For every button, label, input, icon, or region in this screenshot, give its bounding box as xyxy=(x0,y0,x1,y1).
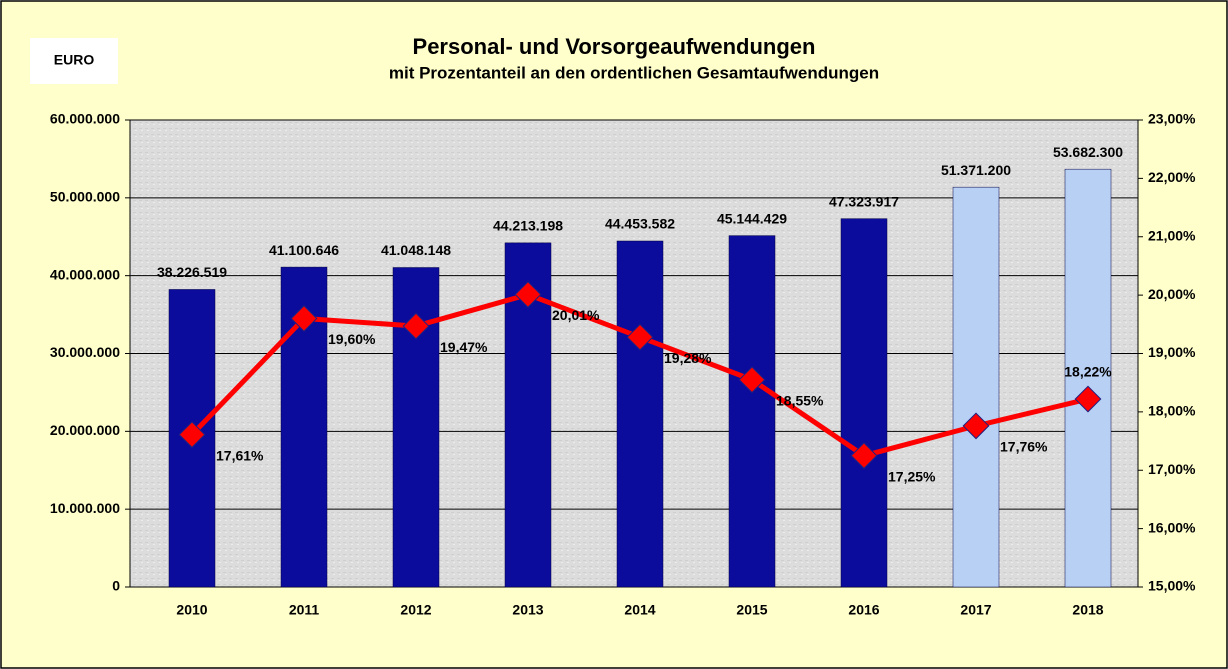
x-tick-label: 2013 xyxy=(512,602,543,618)
line-marker xyxy=(290,305,318,332)
y-tick-label: 30.000.000 xyxy=(50,344,120,360)
line-marker xyxy=(1074,385,1102,413)
y-tick-label: 20.000.000 xyxy=(50,422,120,438)
unit-label: EURO xyxy=(54,52,95,68)
line-value-label: 18,55% xyxy=(776,392,824,408)
line-value-label: 17,61% xyxy=(216,447,264,463)
bar-value-label: 41.100.646 xyxy=(269,242,339,258)
chart-subtitle: mit Prozentanteil an den ordentlichen Ge… xyxy=(389,63,879,82)
line-value-label: 19,47% xyxy=(440,339,488,355)
y2-tick-label: 22,00% xyxy=(1148,169,1196,185)
x-tick-label: 2017 xyxy=(960,602,991,618)
bar xyxy=(616,240,664,588)
x-tick-label: 2015 xyxy=(736,602,767,618)
line-marker xyxy=(178,421,206,449)
bar xyxy=(728,235,776,588)
line-value-label: 20,01% xyxy=(552,307,600,323)
line-marker xyxy=(514,281,542,308)
y-tick-label: 10.000.000 xyxy=(50,500,120,516)
bar-value-label: 45.144.429 xyxy=(717,210,787,226)
bar-value-label: 44.453.582 xyxy=(605,216,675,232)
x-tick-label: 2014 xyxy=(624,602,655,618)
bar-value-label: 41.048.148 xyxy=(381,242,451,258)
y2-tick-label: 19,00% xyxy=(1148,344,1196,360)
line-marker xyxy=(626,323,654,351)
bar-value-label: 53.682.300 xyxy=(1053,144,1123,160)
bar-value-label: 51.371.200 xyxy=(941,162,1011,178)
chart-title: Personal- und Vorsorgeaufwendungen xyxy=(413,34,816,59)
y-tick-label: 50.000.000 xyxy=(50,189,120,205)
bar-value-label: 47.323.917 xyxy=(829,193,899,209)
x-tick-label: 2011 xyxy=(289,602,320,618)
line-value-label: 19,60% xyxy=(328,331,376,347)
y2-tick-label: 15,00% xyxy=(1148,578,1196,594)
y2-tick-label: 18,00% xyxy=(1148,403,1196,419)
line-value-label: 18,22% xyxy=(1064,364,1112,380)
x-tick-label: 2018 xyxy=(1072,602,1103,618)
bar-value-label: 44.213.198 xyxy=(493,218,563,234)
line-value-label: 17,25% xyxy=(888,468,936,484)
y-tick-label: 60.000.000 xyxy=(50,111,120,127)
y2-tick-label: 23,00% xyxy=(1148,111,1196,127)
y2-tick-label: 16,00% xyxy=(1148,519,1196,535)
line-value-label: 17,76% xyxy=(1000,439,1048,455)
unit-box xyxy=(30,38,118,84)
y-tick-label: 0 xyxy=(112,578,120,594)
line-marker xyxy=(402,312,430,340)
y-tick-label: 40.000.000 xyxy=(50,266,120,282)
bar xyxy=(840,218,888,588)
bar-value-label: 38.226.519 xyxy=(157,264,227,280)
line-marker xyxy=(850,442,878,470)
y2-tick-label: 20,00% xyxy=(1148,286,1196,302)
y2-tick-label: 17,00% xyxy=(1148,461,1196,477)
line-marker xyxy=(738,366,766,394)
bar xyxy=(1064,168,1112,588)
x-tick-label: 2016 xyxy=(848,602,879,618)
x-tick-label: 2012 xyxy=(400,602,431,618)
bar xyxy=(952,186,1000,588)
line-value-label: 19,28% xyxy=(664,350,712,366)
y2-tick-label: 21,00% xyxy=(1148,227,1196,243)
line-marker xyxy=(962,412,990,440)
x-tick-label: 2010 xyxy=(176,602,207,618)
